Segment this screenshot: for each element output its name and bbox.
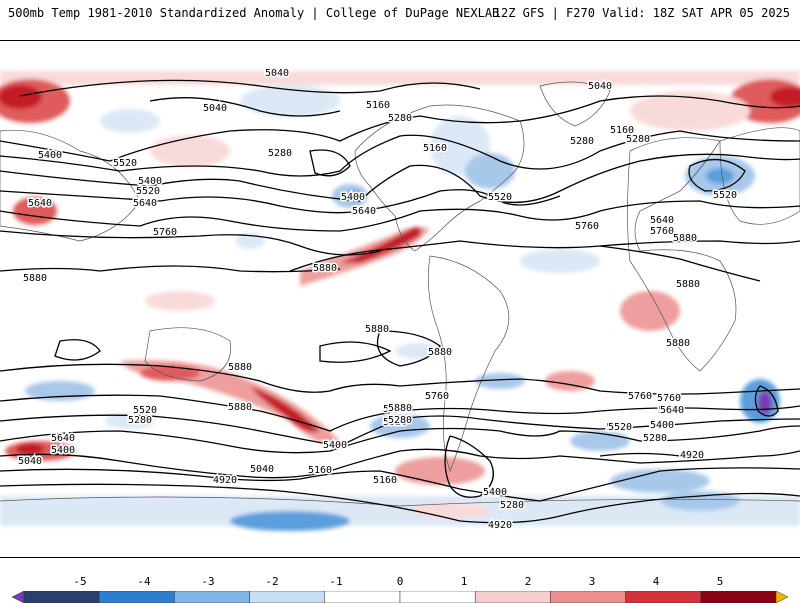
contour-label: 5280 (570, 136, 594, 147)
colorbar-tick-label: 3 (589, 575, 596, 588)
contour-label: 5760 (153, 227, 177, 238)
contour-label: 4920 (488, 520, 512, 531)
contour-label: 5880 (365, 324, 389, 335)
contour-label: 5760 (650, 226, 674, 237)
colorbar-tick-label: 5 (717, 575, 724, 588)
contour-label: 5880 (228, 402, 252, 413)
contour-label: 5520 (608, 422, 632, 433)
contour-label: 4920 (213, 475, 237, 486)
contour-label: 5400 (341, 192, 365, 203)
colorbar (12, 591, 788, 603)
colorbar-segment (324, 591, 401, 603)
colorbar-segment (399, 591, 476, 603)
contour-label: 5160 (308, 465, 332, 476)
contour-label: 5880 (428, 347, 452, 358)
contour-label: 5640 (28, 198, 52, 209)
colorbar-min-arrow (12, 591, 25, 603)
colorbar-segment (625, 591, 702, 603)
colorbar-segment (249, 591, 326, 603)
contour-label: 5280 (388, 415, 412, 426)
contour-label: 5280 (500, 500, 524, 511)
contour-label: 5520 (488, 192, 512, 203)
anomaly-shading (0, 71, 800, 531)
contour-label: 5880 (228, 362, 252, 373)
contour-label: 5880 (666, 338, 690, 349)
colorbar-tick-labels: -5 -4 -3 -2 -1 0 1 2 3 4 5 (73, 575, 724, 588)
contour-label: 5040 (203, 103, 227, 114)
contour-label: 5880 (673, 233, 697, 244)
contour-label: 5640 (383, 404, 407, 415)
colorbar-max-arrow (775, 591, 788, 603)
contour-label: 5400 (650, 420, 674, 431)
contour-label: 5640 (660, 405, 684, 416)
contour-label: 5040 (18, 456, 42, 467)
colorbar-segment (98, 591, 175, 603)
contour-label: 5760 (628, 391, 652, 402)
contour-label: 5040 (250, 464, 274, 475)
contour-label: 5520 (383, 417, 407, 428)
contour-label: 5400 (650, 420, 674, 431)
contour-label: 5520 (133, 405, 157, 416)
model-run-label: 12Z GFS | F270 Valid: 18Z SAT APR 05 202… (493, 6, 790, 20)
colorbar-segment (174, 591, 250, 603)
contour-label: 5280 (128, 415, 152, 426)
contour-label: 5880 (313, 263, 337, 274)
contour-label: 5040 (588, 81, 612, 92)
contour-label: 5040 (265, 68, 289, 79)
contour-label: 5280 (268, 148, 292, 159)
colorbar-tick-label: 2 (525, 575, 532, 588)
contour-label: 5640 (133, 198, 157, 209)
colorbar-tick-label: 0 (397, 575, 404, 588)
contour-label: 5400 (483, 487, 507, 498)
colorbar-segment (474, 591, 551, 603)
contour-label: 5040 (250, 465, 274, 476)
colorbar-segment (700, 591, 777, 603)
contour-label: 5160 (423, 143, 447, 154)
colorbar-segment (550, 591, 626, 603)
colorbar-tick-label: 4 (653, 575, 660, 588)
contour-label: 5640 (658, 405, 682, 416)
colorbar-segment (23, 591, 100, 603)
colorbar-tick-label: -1 (329, 575, 342, 588)
contour-label: 5640 (352, 206, 376, 217)
contour-label: 5400 (51, 445, 75, 456)
contour-label: 5400 (138, 176, 162, 187)
contour-label: 5760 (657, 393, 681, 404)
contour-label: 5520 (713, 190, 737, 201)
contour-label: 5760 (575, 221, 599, 232)
coastlines (0, 81, 800, 507)
contour-label: 5880 (388, 403, 412, 414)
contour-label: 5280 (626, 134, 650, 145)
contour-label: 5280 (643, 433, 667, 444)
contour-label: 5160 (366, 100, 390, 111)
colorbar-tick-label: -5 (73, 575, 86, 588)
chart-title: 500mb Temp 1981-2010 Standardized Anomal… (8, 6, 500, 20)
contour-label: 5640 (650, 215, 674, 226)
contour-label: 5520 (113, 158, 137, 169)
contour-label: 5400 (323, 440, 347, 451)
contour-label: 5160 (373, 475, 397, 486)
contour-label: 5280 (643, 433, 667, 444)
contour-label: 4920 (680, 450, 704, 461)
colorbar-tick-label: -4 (137, 575, 151, 588)
colorbar-tick-label: 1 (461, 575, 468, 588)
contour-label: 5040 (18, 456, 42, 467)
contour-label: 5520 (606, 422, 630, 433)
contour-label: 5880 (23, 273, 47, 284)
contour-label: 5640 (51, 433, 75, 444)
contour-label: 5520 (136, 186, 160, 197)
anomaly-map: 5040 5040 5160 5280 5040 5160 5280 5400 5520 5640… (0, 40, 800, 558)
contour-label: 5760 (425, 391, 449, 402)
height-contours (0, 79, 800, 524)
contour-label: 5160 (308, 465, 332, 476)
contour-label: 5400 (38, 150, 62, 161)
contour-label: 5280 (388, 113, 412, 124)
contour-label: 5880 (676, 279, 700, 290)
contour-label: 5160 (610, 125, 634, 136)
colorbar-tick-label: -3 (201, 575, 214, 588)
colorbar-tick-label: -2 (265, 575, 278, 588)
